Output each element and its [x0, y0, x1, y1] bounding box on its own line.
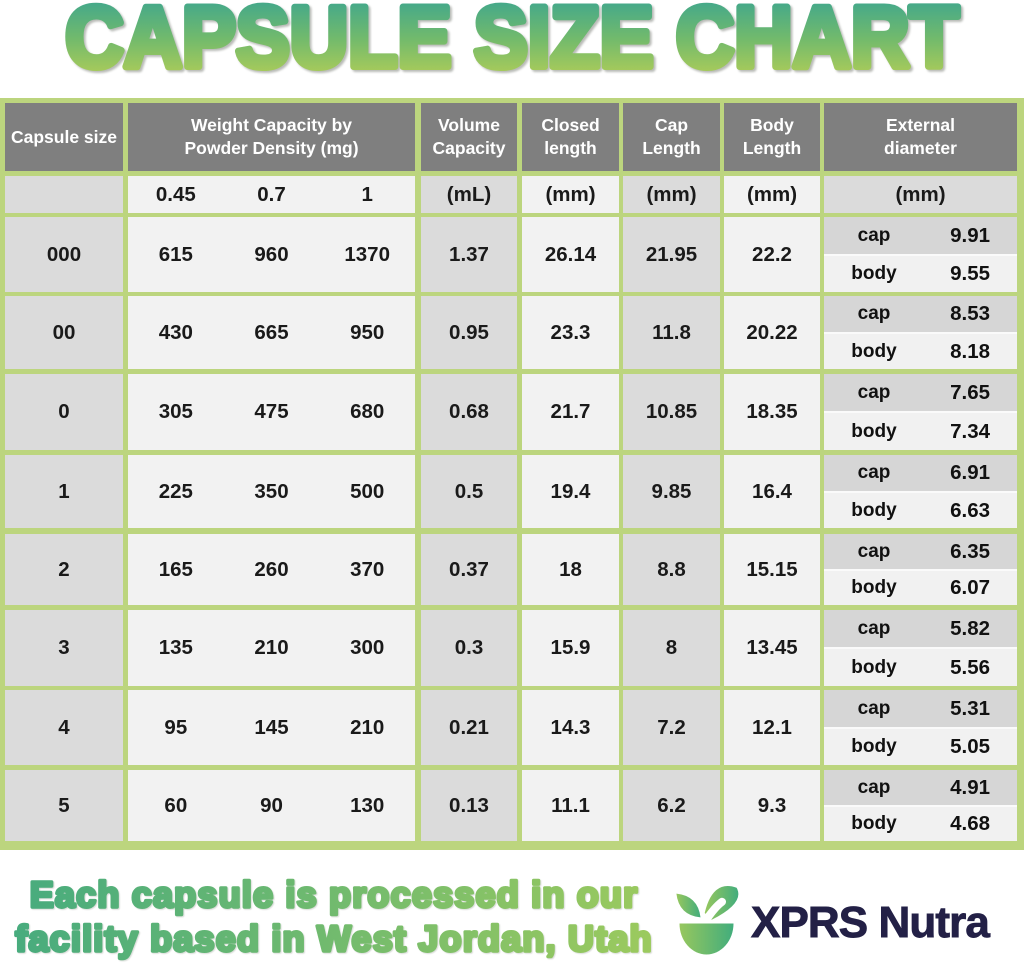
svg-text:CAPSULE SIZE CHART: CAPSULE SIZE CHART	[65, 0, 958, 85]
svg-text:Each capsule is processed in o: Each capsule is processed in our	[30, 874, 639, 915]
svg-text:facility based in West Jordan,: facility based in West Jordan, Utah	[15, 918, 652, 959]
